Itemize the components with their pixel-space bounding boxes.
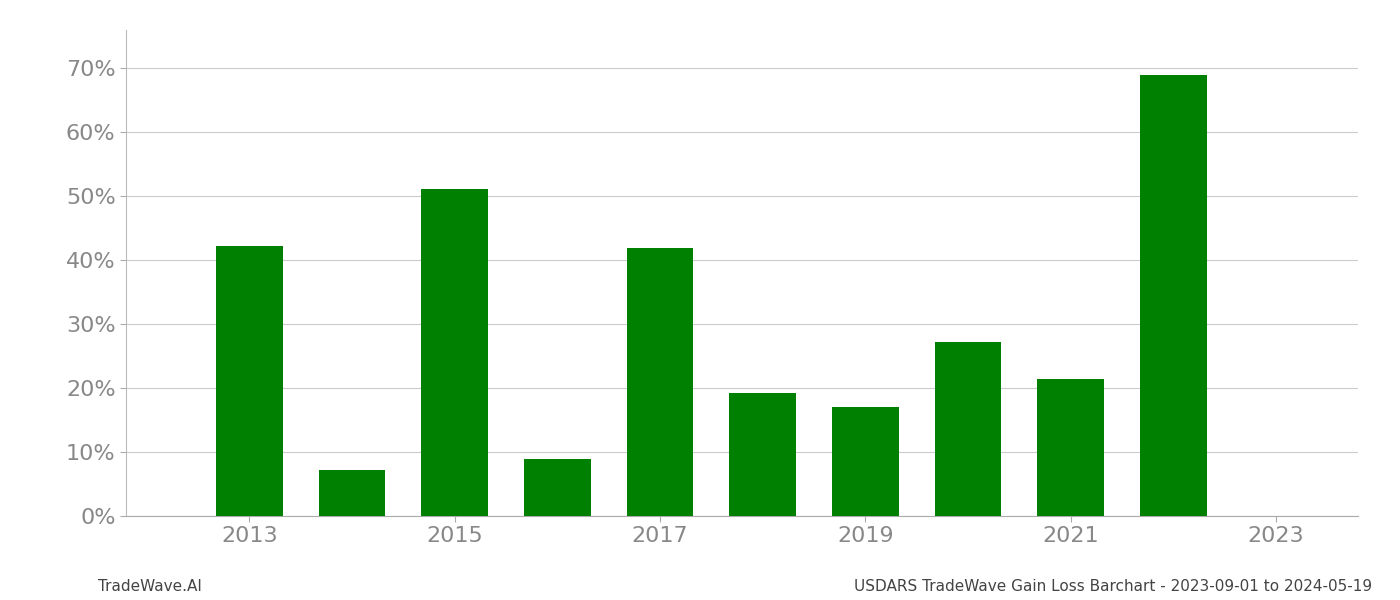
Text: USDARS TradeWave Gain Loss Barchart - 2023-09-01 to 2024-05-19: USDARS TradeWave Gain Loss Barchart - 20… [854,579,1372,594]
Bar [216,246,283,516]
Bar [524,459,591,516]
Bar [832,407,899,516]
Bar [935,342,1001,516]
Bar [627,248,693,516]
Bar [421,188,489,516]
Bar [1037,379,1105,516]
Text: TradeWave.AI: TradeWave.AI [98,579,202,594]
Bar [319,470,385,516]
Bar [729,393,797,516]
Bar [1140,76,1207,516]
